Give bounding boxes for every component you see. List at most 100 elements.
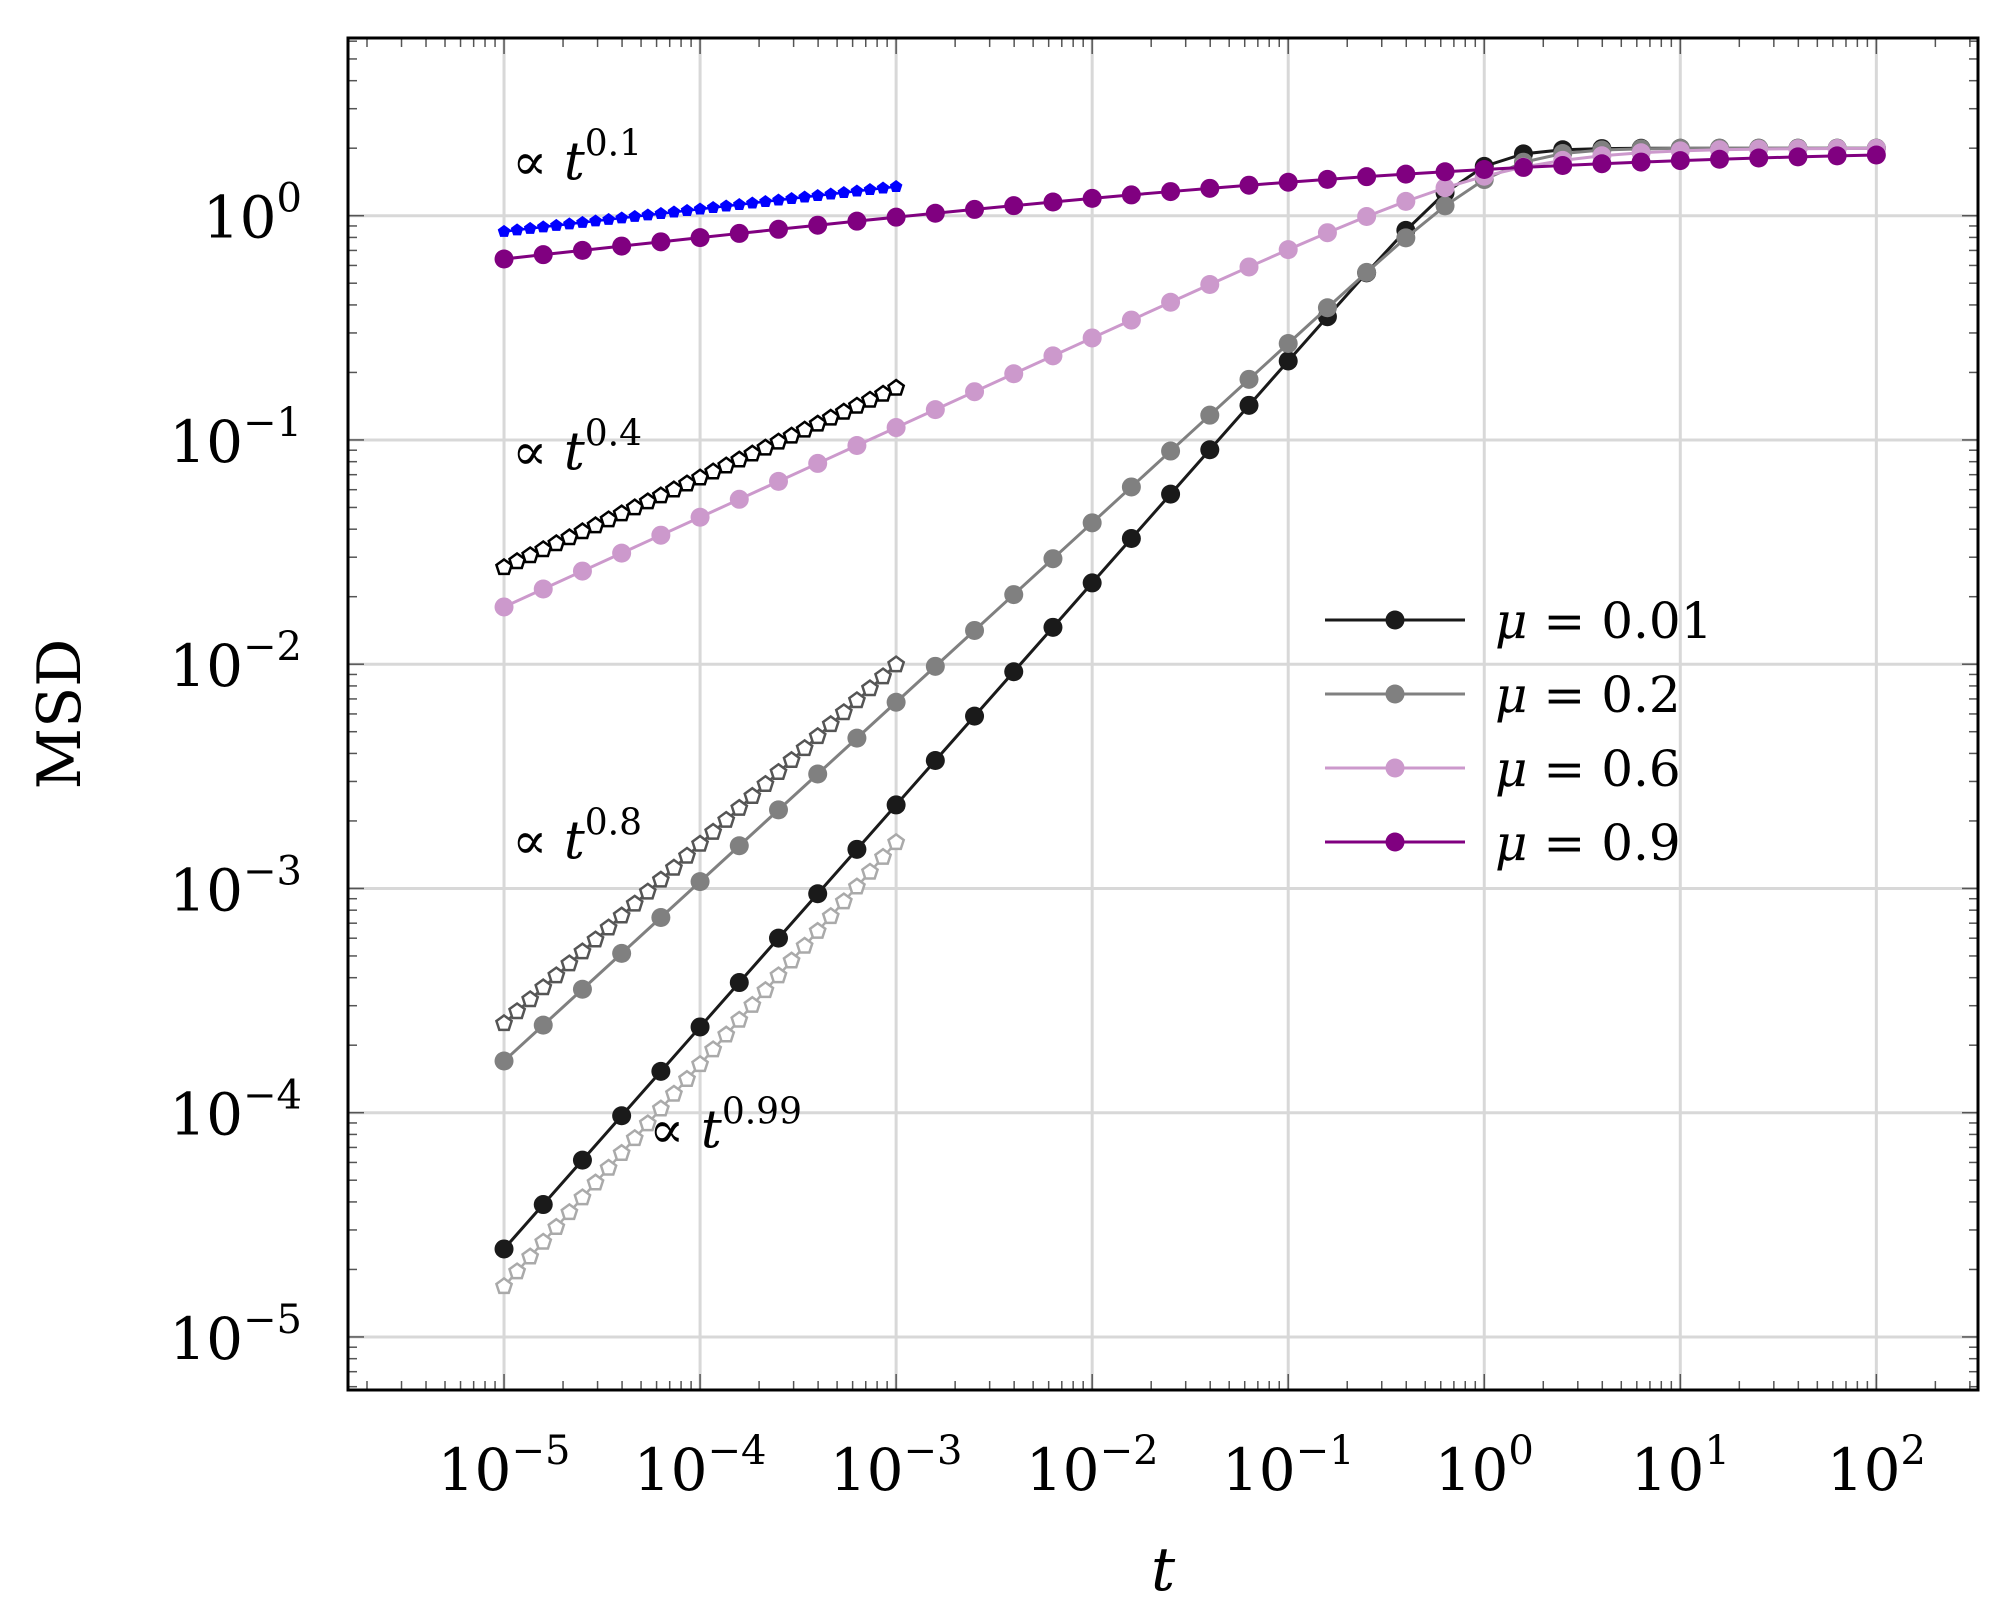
data-point	[886, 207, 906, 227]
data-point	[1161, 441, 1181, 461]
reference-marker	[691, 1054, 710, 1073]
data-point	[1200, 405, 1220, 425]
reference-marker	[664, 1084, 684, 1102]
data-point	[1357, 167, 1377, 187]
reference-marker	[717, 1025, 736, 1043]
reference-marker	[821, 714, 840, 733]
legend-item: μ = 0.9	[1325, 814, 1681, 872]
y-tick-label: 100	[203, 176, 302, 252]
reference-marker	[563, 217, 576, 230]
reference-marker	[782, 750, 801, 769]
reference-marker	[732, 197, 746, 210]
data-point	[1357, 206, 1377, 226]
data-point	[847, 728, 867, 748]
reference-marker	[795, 936, 814, 954]
reference-marker	[834, 702, 853, 721]
x-axis-label: t	[1151, 1535, 1176, 1604]
reference-marker	[628, 209, 642, 222]
reference-line-2	[494, 655, 906, 1032]
data-point	[494, 1051, 514, 1071]
legend-label: μ = 0.9	[1495, 814, 1681, 872]
data-point	[533, 579, 553, 599]
data-point	[847, 839, 867, 859]
data-point	[1827, 146, 1847, 166]
reference-marker	[589, 214, 602, 227]
data-point	[768, 219, 788, 239]
data-point	[533, 1015, 553, 1035]
annotation-power-law: ∝ t0.4	[512, 413, 642, 482]
data-point	[1435, 196, 1455, 216]
reference-marker	[576, 215, 589, 228]
reference-marker	[847, 877, 866, 895]
data-point	[1200, 178, 1220, 198]
reference-marker	[547, 1217, 566, 1235]
data-point	[690, 507, 710, 527]
y-tick-label: 10−5	[169, 1297, 302, 1373]
reference-marker	[863, 183, 877, 196]
data-point	[925, 400, 945, 420]
data-point	[925, 203, 945, 223]
reference-marker	[654, 206, 668, 219]
annotation-power-law: ∝ t0.1	[512, 124, 642, 193]
data-point	[886, 418, 906, 438]
data-point	[612, 236, 632, 256]
reference-marker	[625, 894, 644, 912]
data-point	[1043, 346, 1063, 366]
reference-marker	[638, 1114, 657, 1132]
data-point	[1396, 228, 1416, 248]
reference-marker	[876, 181, 890, 194]
reference-marker	[860, 862, 880, 880]
reference-marker	[756, 774, 775, 792]
reference-marker	[850, 184, 864, 197]
data-point	[1004, 662, 1024, 682]
legend-marker	[1385, 758, 1405, 778]
data-point	[808, 453, 828, 473]
reference-marker	[887, 655, 906, 673]
data-point	[651, 907, 671, 927]
reference-marker	[508, 1001, 527, 1020]
reference-marker	[834, 892, 853, 910]
data-point	[1592, 154, 1612, 174]
annotation-power-law: ∝ t0.99	[649, 1091, 802, 1160]
reference-marker	[837, 186, 851, 199]
data-point	[1004, 364, 1024, 384]
legend: μ = 0.01 μ = 0.2 μ = 0.6 μ = 0.9	[1325, 592, 1713, 872]
data-point	[1082, 328, 1102, 348]
data-point	[768, 800, 788, 820]
data-point	[1710, 149, 1730, 169]
data-point	[1631, 152, 1651, 172]
x-tick-label: 10−1	[1222, 1428, 1355, 1504]
data-point	[1121, 185, 1141, 205]
reference-marker	[824, 187, 838, 200]
reference-marker	[743, 786, 762, 804]
data-point	[1200, 440, 1220, 460]
data-point	[1435, 162, 1455, 182]
data-point	[729, 489, 749, 509]
reference-marker	[599, 1158, 618, 1176]
reference-marker	[523, 221, 537, 234]
reference-marker	[612, 1143, 631, 1161]
data-point	[572, 1150, 592, 1170]
legend-label: μ = 0.6	[1495, 740, 1681, 798]
reference-marker	[811, 189, 824, 201]
reference-marker	[677, 846, 697, 864]
reference-line-3	[494, 832, 906, 1295]
reference-marker	[847, 690, 866, 709]
data-point	[729, 836, 749, 856]
reference-marker	[534, 978, 553, 996]
data-point	[1278, 351, 1298, 371]
data-point	[808, 884, 828, 904]
data-point	[572, 561, 592, 581]
x-tick-label: 10−2	[1026, 1428, 1159, 1504]
data-point	[1278, 240, 1298, 260]
annotation-power-law: ∝ t0.8	[512, 803, 642, 872]
data-point	[1043, 617, 1063, 637]
reference-marker	[873, 847, 893, 865]
data-point	[1239, 175, 1259, 195]
x-tick-labels: 10−5 10−4 10−3 10−2 10−1 100 101 102	[438, 1428, 1926, 1504]
data-point	[1396, 191, 1416, 211]
grid-lines	[348, 38, 1978, 1390]
reference-marker	[508, 1262, 527, 1280]
reference-marker	[641, 208, 655, 221]
